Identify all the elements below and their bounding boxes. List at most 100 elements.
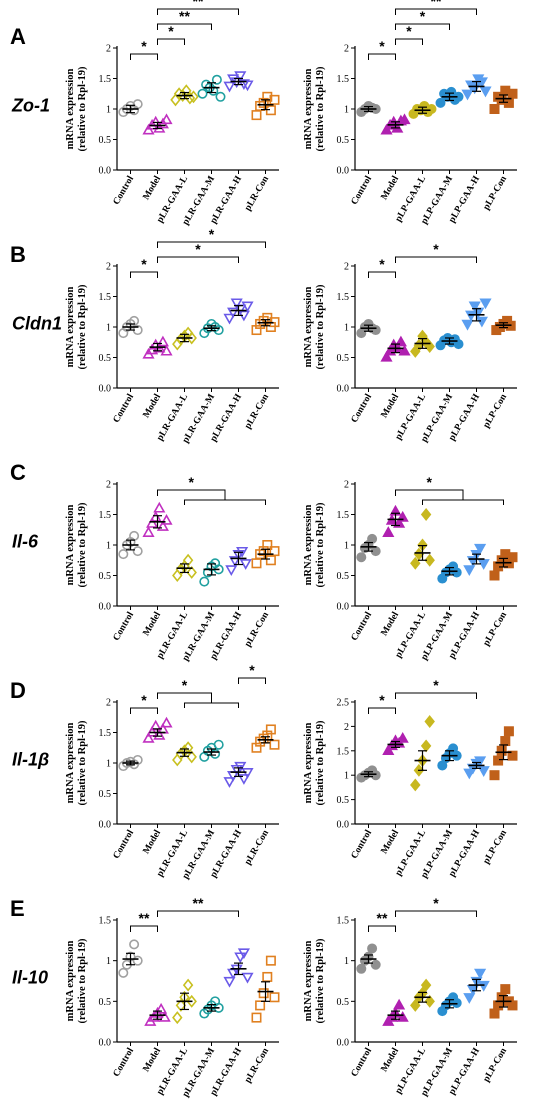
data-point bbox=[251, 1012, 262, 1023]
data-point bbox=[474, 756, 487, 768]
chart-D-left: D Il-1β mRNA expression(relative to Rpl-19… bbox=[10, 662, 280, 881]
y-axis-label-line1: mRNA expression bbox=[65, 287, 76, 368]
gene-label: Il-1β bbox=[12, 749, 49, 769]
data-point bbox=[463, 565, 476, 577]
x-tick-label: pLR-Con bbox=[243, 392, 271, 431]
data-point bbox=[223, 81, 236, 93]
y-axis-label-line1: mRNA expression bbox=[65, 505, 76, 586]
data-point bbox=[186, 565, 197, 579]
data-point bbox=[255, 1000, 266, 1011]
y-tick-label: 0.5 bbox=[99, 789, 112, 800]
data-point bbox=[493, 755, 504, 766]
data-point bbox=[213, 739, 224, 750]
data-point bbox=[225, 565, 238, 577]
x-tick-label: Model bbox=[142, 1046, 164, 1074]
x-tick-label: Control bbox=[350, 392, 375, 425]
data-point bbox=[158, 1010, 171, 1022]
data-point bbox=[241, 972, 254, 984]
data-point bbox=[507, 552, 518, 563]
y-tick-label: 0.0 bbox=[99, 1038, 112, 1049]
data-point bbox=[420, 978, 432, 992]
data-point bbox=[370, 770, 381, 781]
data-point bbox=[410, 778, 421, 792]
y-tick-label: 1 bbox=[106, 759, 111, 770]
significance-label: ** bbox=[431, 0, 442, 9]
data-point bbox=[118, 549, 129, 560]
significance-bracket bbox=[395, 692, 477, 699]
data-point bbox=[398, 113, 411, 125]
y-tick-label: 2 bbox=[106, 698, 111, 709]
x-tick-label: Model bbox=[380, 610, 402, 638]
y-axis-label-line1: mRNA expression bbox=[303, 723, 314, 804]
data-point bbox=[465, 310, 478, 322]
significance-bracket bbox=[395, 38, 423, 45]
y-tick-label: 1 bbox=[344, 323, 349, 334]
data-point bbox=[410, 556, 421, 570]
data-point bbox=[149, 510, 162, 522]
significance-bracket bbox=[130, 53, 158, 60]
data-point bbox=[175, 998, 187, 1012]
data-point bbox=[160, 716, 173, 728]
y-tick-label: 2 bbox=[344, 262, 349, 273]
data-point bbox=[477, 766, 490, 777]
panel-letter: A bbox=[10, 24, 26, 49]
data-point bbox=[153, 501, 166, 513]
x-tick-label: Model bbox=[142, 392, 164, 420]
x-tick-label: pLP-Con bbox=[482, 828, 510, 866]
y-axis-label-line2: (relative to Rpl-19) bbox=[77, 502, 88, 587]
significance-label: * bbox=[420, 8, 426, 24]
significance-label: * bbox=[433, 241, 439, 257]
y-tick-label: 2 bbox=[106, 262, 111, 273]
data-point bbox=[241, 767, 254, 779]
chart-D-right: mRNA expression(relative to Rpl-19) 0.0 0.… bbox=[303, 677, 518, 880]
data-point bbox=[129, 939, 140, 950]
significance-label: * bbox=[141, 256, 147, 272]
data-point bbox=[156, 335, 169, 347]
significance-bracket bbox=[395, 910, 477, 917]
y-tick-label: 1 bbox=[344, 771, 349, 782]
data-point bbox=[424, 715, 435, 728]
x-tick-label: pLP-Con bbox=[482, 174, 510, 212]
y-tick-label: 1.5 bbox=[99, 510, 112, 521]
data-point bbox=[132, 754, 143, 765]
data-point bbox=[241, 80, 254, 92]
y-tick-label: 1.5 bbox=[99, 74, 112, 85]
y-tick-label: 0.5 bbox=[337, 571, 350, 582]
data-point bbox=[251, 558, 262, 569]
chart-C-left: C Il-6 mRNA expression(relative to Rpl-19)… bbox=[10, 460, 280, 663]
significance-bracket bbox=[157, 38, 185, 45]
data-point bbox=[223, 313, 236, 325]
data-point bbox=[199, 576, 210, 587]
y-tick-label: 1.5 bbox=[337, 916, 350, 927]
y-tick-label: 0.0 bbox=[99, 166, 112, 177]
data-point bbox=[269, 94, 280, 105]
significance-bracket bbox=[130, 271, 158, 278]
data-point bbox=[424, 553, 435, 567]
data-point bbox=[160, 344, 173, 356]
y-axis-label-line1: mRNA expression bbox=[303, 941, 314, 1022]
significance-label: * bbox=[141, 38, 147, 54]
y-tick-label: 2 bbox=[106, 480, 111, 491]
data-point bbox=[496, 745, 507, 756]
data-point bbox=[367, 533, 378, 544]
data-point bbox=[251, 110, 262, 121]
data-point bbox=[500, 984, 511, 995]
panel-letter: B bbox=[10, 242, 26, 267]
data-point bbox=[477, 980, 490, 992]
x-tick-label: Control bbox=[112, 610, 137, 643]
x-tick-label: Control bbox=[112, 174, 137, 207]
data-point bbox=[396, 731, 409, 743]
data-point bbox=[132, 955, 143, 966]
significance-label: * bbox=[433, 895, 439, 911]
data-point bbox=[182, 978, 194, 992]
significance-bracket bbox=[368, 707, 396, 714]
significance-label: * bbox=[406, 23, 412, 39]
data-point bbox=[477, 559, 490, 570]
data-point bbox=[475, 316, 488, 328]
data-point bbox=[239, 559, 252, 570]
data-point bbox=[489, 104, 500, 115]
y-tick-label: 0.5 bbox=[99, 571, 112, 582]
chart-E-right: mRNA expression(relative to Rpl-19) 0.0 0.… bbox=[303, 895, 518, 1098]
data-point bbox=[258, 988, 269, 999]
